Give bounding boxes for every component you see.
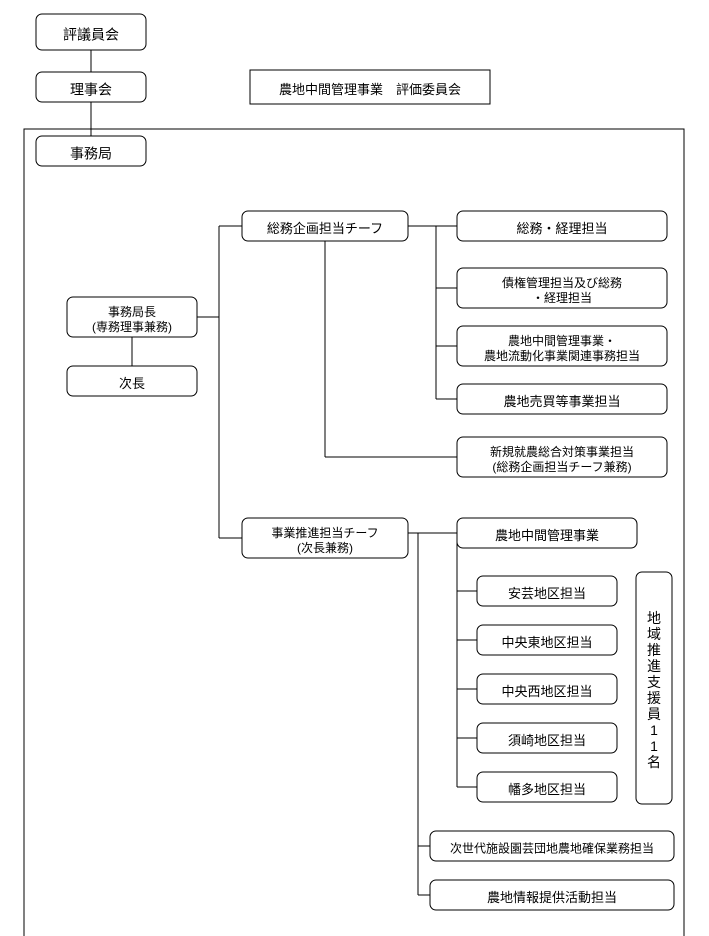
node-rijikai-line-0: 理事会: [70, 81, 112, 97]
node-s4: 須崎地区担当: [477, 723, 617, 753]
node-kyokucho: 事務局長(専務理事兼務): [67, 297, 197, 337]
node-s5-line-0: 幡多地区担当: [508, 782, 586, 797]
node-b1: 次世代施設園芸団地農地確保業務担当: [430, 831, 674, 861]
node-hyogiin: 評議員会: [36, 14, 146, 50]
node-vbox-char-1: 域: [647, 626, 661, 642]
node-vbox: 地域推進支援員11名: [636, 572, 672, 804]
node-soumu_chief: 総務企画担当チーフ: [242, 211, 408, 241]
node-vbox-char-8: 1: [650, 738, 658, 754]
node-vbox-char-7: 1: [650, 722, 658, 738]
node-s_head: 農地中間管理事業: [457, 518, 637, 548]
node-vbox-char-9: 名: [647, 754, 661, 770]
node-r5-line-0: 新規就農総合対策事業担当: [490, 444, 634, 459]
node-s_head-line-0: 農地中間管理事業: [495, 528, 599, 543]
node-s3-line-0: 中央西地区担当: [501, 684, 592, 699]
node-jigyo_chief-line-1: (次長兼務): [297, 541, 353, 555]
node-s5: 幡多地区担当: [477, 772, 617, 802]
node-vbox-char-0: 地: [647, 610, 661, 626]
node-jigyo_chief-line-0: 事業推進担当チーフ: [271, 526, 378, 540]
node-vbox-char-3: 進: [647, 658, 661, 674]
node-soumu_chief-line-0: 総務企画担当チーフ: [267, 221, 383, 236]
org-chart: 評議員会理事会 農地中間管理事業 評価委員会事務局事務局長(専務理事兼務) 次長 総務…: [0, 0, 709, 936]
node-vbox-char-5: 援: [647, 690, 661, 706]
node-s2-line-0: 中央東地区担当: [501, 635, 592, 650]
node-b2-line-0: 農地情報提供活動担当: [487, 890, 617, 905]
node-jicho: 次長: [67, 366, 197, 396]
node-r3: 農地中間管理事業・農地流動化事業関連事務担当: [457, 326, 667, 366]
node-r5: 新規就農総合対策事業担当(総務企画担当チーフ兼務): [457, 437, 667, 477]
node-vbox-char-4: 支: [647, 674, 661, 690]
node-r2-line-1: ・経理担当: [532, 291, 592, 305]
node-r5-line-1: (総務企画担当チーフ兼務): [492, 459, 631, 474]
node-jimukyoku-line-0: 事務局: [70, 145, 112, 161]
node-jimukyoku: 事務局: [36, 136, 146, 166]
node-s3: 中央西地区担当: [477, 674, 617, 704]
node-jigyo_chief: 事業推進担当チーフ(次長兼務): [242, 518, 408, 558]
node-s2: 中央東地区担当: [477, 625, 617, 655]
node-r1-line-0: 総務・経理担当: [516, 221, 607, 236]
node-r4-line-0: 農地売買等事業担当: [503, 394, 620, 409]
node-r1: 総務・経理担当: [457, 211, 667, 241]
node-r2-line-0: 債権管理担当及び総務: [502, 275, 622, 290]
node-hyoka-line-0: 農地中間管理事業 評価委員会: [279, 82, 461, 97]
node-kyokucho-line-1: (専務理事兼務): [92, 320, 172, 334]
node-s1-line-0: 安芸地区担当: [508, 586, 586, 601]
node-vbox-char-2: 推: [647, 642, 661, 658]
node-hyogiin-line-0: 評議員会: [63, 26, 119, 42]
node-jicho-line-0: 次長: [119, 376, 145, 391]
node-kyokucho-line-0: 事務局長: [108, 305, 156, 319]
node-vbox-char-6: 員: [647, 706, 661, 722]
node-b1-line-0: 次世代施設園芸団地農地確保業務担当: [450, 840, 654, 855]
node-r3-line-0: 農地中間管理事業・: [508, 333, 616, 348]
node-s4-line-0: 須崎地区担当: [508, 733, 586, 748]
node-rijikai: 理事会: [36, 72, 146, 102]
node-hyoka: 農地中間管理事業 評価委員会: [250, 70, 490, 104]
node-r3-line-1: 農地流動化事業関連事務担当: [484, 349, 640, 363]
node-r2: 債権管理担当及び総務・経理担当: [457, 268, 667, 308]
node-r4: 農地売買等事業担当: [457, 384, 667, 414]
node-b2: 農地情報提供活動担当: [430, 880, 674, 910]
node-s1: 安芸地区担当: [477, 576, 617, 606]
